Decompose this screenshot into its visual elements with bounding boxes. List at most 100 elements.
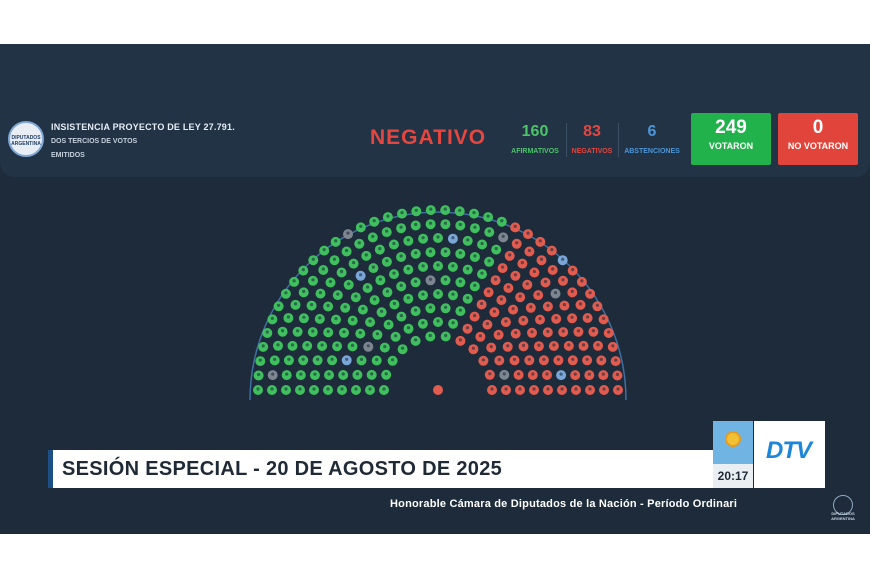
seat-figure xyxy=(321,267,325,271)
seat-figure xyxy=(436,263,440,267)
seat-figure xyxy=(532,387,536,391)
seat-figure xyxy=(375,357,379,362)
seat-figure xyxy=(354,387,358,391)
seat-figure xyxy=(525,282,529,286)
clock-panel: 20:17 xyxy=(713,421,753,488)
seat-figure xyxy=(487,289,491,293)
seat-figure xyxy=(373,297,377,301)
seat-figure xyxy=(334,239,338,243)
seat-figure xyxy=(471,346,475,350)
seat-figure xyxy=(591,329,595,333)
seat-figure xyxy=(451,264,455,268)
seat-figure xyxy=(514,331,518,335)
seat-figure xyxy=(561,329,565,333)
seat-figure xyxy=(488,372,492,376)
seat-figure xyxy=(284,291,288,295)
seat-figure xyxy=(352,261,356,265)
seat-figure xyxy=(293,302,298,306)
seat-figure xyxy=(273,357,277,361)
seat-figure xyxy=(359,273,363,277)
seat-figure xyxy=(576,329,580,333)
seat-figure xyxy=(327,372,331,376)
seat-figure xyxy=(428,277,433,281)
seat-figure xyxy=(340,387,344,391)
seat-figure xyxy=(429,207,433,211)
seat-figure xyxy=(466,296,470,300)
seat-figure xyxy=(489,345,493,349)
seat-figure xyxy=(444,305,448,309)
seat-figure xyxy=(354,294,358,298)
broadcast-screen: DIPUTADOS ARGENTINA INSISTENCIA PROYECTO… xyxy=(0,44,870,534)
seat-figure xyxy=(350,343,355,347)
law-subtitle: DOS TERCIOS DE VOTOS EMITIDOS xyxy=(51,138,138,159)
divider xyxy=(618,123,619,157)
seat-figure xyxy=(616,387,620,391)
seat-figure xyxy=(318,316,322,320)
seat-figure xyxy=(342,330,346,334)
seat-figure xyxy=(383,345,387,349)
seat-figure xyxy=(371,234,375,238)
seat-figure xyxy=(478,334,482,338)
seat-figure xyxy=(428,333,432,338)
seat-figure xyxy=(504,387,508,391)
seat-figure xyxy=(595,303,599,307)
seat-figure xyxy=(387,322,391,326)
seat-figure xyxy=(281,329,285,333)
seat-figure xyxy=(326,387,330,391)
seat-figure xyxy=(382,387,386,391)
seat-figure xyxy=(550,248,554,252)
seat-figure xyxy=(614,358,618,362)
count-afirmativos: 160 AFIRMATIVOS xyxy=(506,123,564,155)
no-votaron-label: NO VOTARON xyxy=(787,141,849,151)
seat-figure xyxy=(311,278,315,282)
seat-figure xyxy=(531,372,535,376)
seat-figure xyxy=(458,308,462,312)
seat-figure xyxy=(546,387,550,391)
seat-figure xyxy=(567,343,571,347)
seat-figure xyxy=(602,316,606,320)
seat-figure xyxy=(490,387,494,391)
seat-figure xyxy=(256,387,260,391)
seat-figure xyxy=(257,372,261,377)
seat-figure xyxy=(335,343,339,347)
seat-figure xyxy=(305,343,309,347)
seat-figure xyxy=(559,372,563,376)
seat-figure xyxy=(499,297,503,301)
seat-figure xyxy=(399,283,403,287)
chamber-caption: Honorable Cámara de Diputados de la Naci… xyxy=(390,498,738,510)
seat-figure xyxy=(458,222,462,227)
seat-figure xyxy=(270,387,274,391)
seat-figure xyxy=(385,259,389,263)
seat-figure xyxy=(258,358,262,362)
seat-figure xyxy=(261,344,265,348)
seat-figure xyxy=(465,326,470,330)
seat-figure xyxy=(458,279,462,283)
seat-figure xyxy=(494,277,498,281)
seat-figure xyxy=(480,301,484,306)
seat-figure xyxy=(392,271,396,275)
seat-figure xyxy=(443,249,448,253)
seat-figure xyxy=(394,334,398,338)
seat-figure xyxy=(560,387,564,391)
sun-of-may-icon xyxy=(725,431,741,447)
divider xyxy=(566,123,567,157)
seat-figure xyxy=(414,251,418,255)
session-title: SESIÓN ESPECIAL - 20 DE AGOSTO DE 2025 xyxy=(62,458,503,480)
seat-figure xyxy=(301,268,305,272)
seat-figure xyxy=(538,239,542,243)
seat-figure xyxy=(276,343,280,347)
seat-figure xyxy=(585,357,589,361)
seat-figure xyxy=(391,358,395,362)
seat-figure xyxy=(436,319,440,323)
seat-figure xyxy=(436,235,440,239)
abstenciones-label: ABSTENCIONES xyxy=(624,148,680,155)
seat-figure xyxy=(392,301,396,306)
negativos-value: 83 xyxy=(583,123,601,140)
seat-figure xyxy=(330,357,334,361)
seat-figure xyxy=(502,372,506,376)
seat-figure xyxy=(570,289,574,293)
seat-figure xyxy=(296,329,300,333)
seat-figure xyxy=(406,267,410,271)
seat-figure xyxy=(571,268,575,272)
seat-figure xyxy=(285,372,289,376)
